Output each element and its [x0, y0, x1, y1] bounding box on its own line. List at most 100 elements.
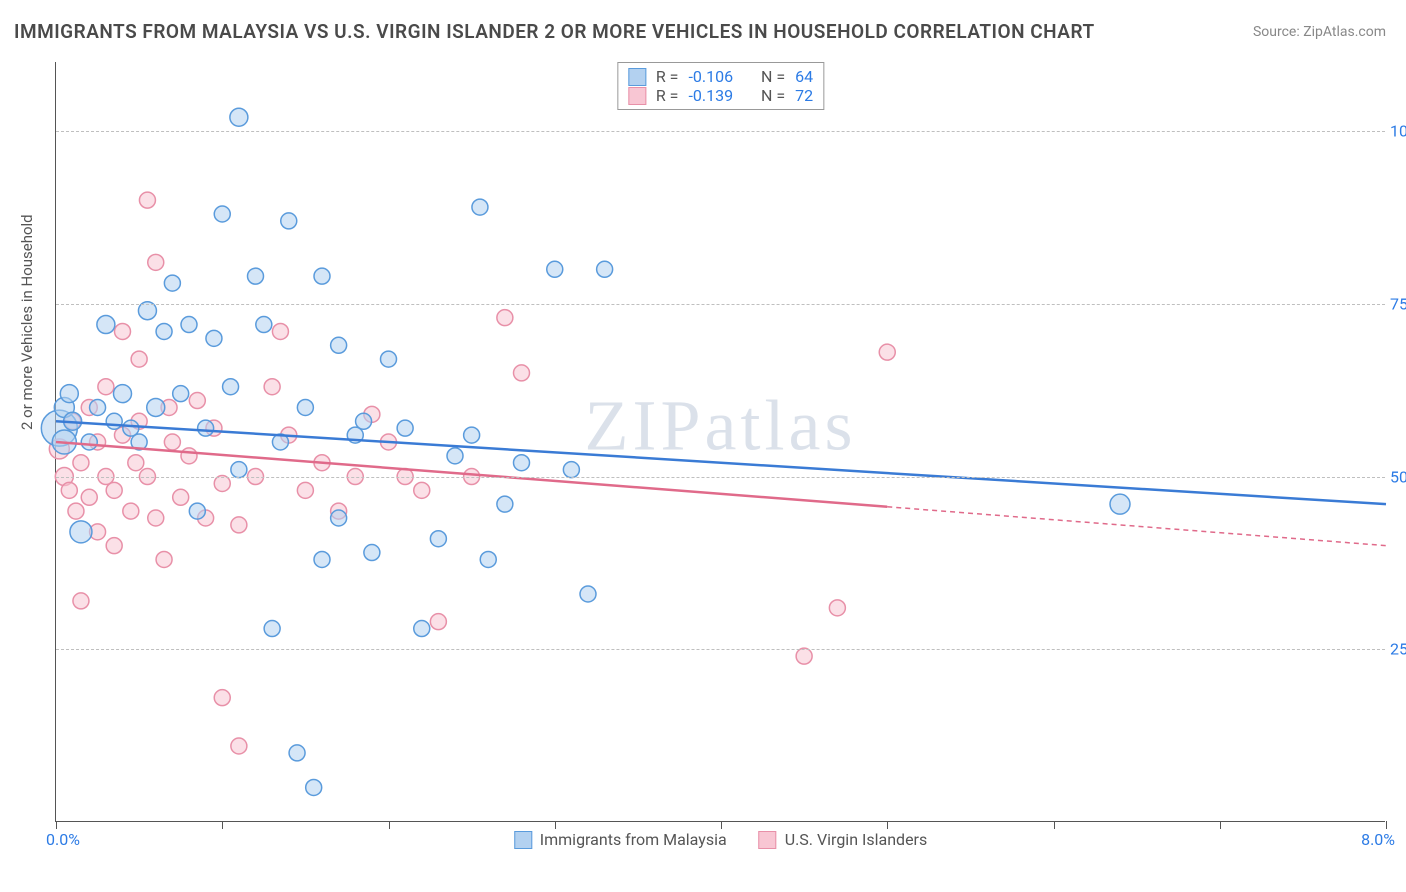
- data-point: [306, 779, 322, 795]
- data-point: [81, 489, 97, 505]
- trend-line-extrapolated: [887, 507, 1386, 546]
- data-point: [464, 427, 480, 443]
- legend-label: U.S. Virgin Islanders: [785, 830, 928, 849]
- data-point: [115, 323, 131, 339]
- data-point: [297, 482, 313, 498]
- data-point: [497, 496, 513, 512]
- data-point: [829, 600, 845, 616]
- data-point: [796, 648, 812, 664]
- data-point: [356, 413, 372, 429]
- scatter-svg: [56, 62, 1385, 821]
- chart-title: IMMIGRANTS FROM MALAYSIA VS U.S. VIRGIN …: [14, 20, 1095, 43]
- legend-label: Immigrants from Malaysia: [540, 830, 727, 849]
- data-point: [148, 510, 164, 526]
- data-point: [81, 434, 97, 450]
- data-point: [879, 344, 895, 360]
- legend-item: Immigrants from Malaysia: [514, 830, 727, 849]
- data-point: [430, 531, 446, 547]
- data-point: [214, 475, 230, 491]
- data-point: [314, 551, 330, 567]
- data-point: [156, 551, 172, 567]
- data-point: [364, 545, 380, 561]
- legend-swatch: [628, 87, 646, 105]
- legend-row: R = -0.106 N = 64: [628, 67, 813, 86]
- r-value: -0.139: [688, 86, 733, 105]
- data-point: [256, 317, 272, 333]
- data-point: [214, 690, 230, 706]
- data-point: [60, 385, 78, 403]
- data-point: [97, 316, 115, 334]
- data-point: [156, 323, 172, 339]
- n-label: N =: [761, 67, 785, 86]
- data-point: [414, 482, 430, 498]
- data-point: [189, 503, 205, 519]
- data-point: [139, 192, 155, 208]
- data-point: [131, 351, 147, 367]
- legend-row: R =-0.139 N =72: [628, 86, 813, 105]
- data-point: [230, 108, 248, 126]
- legend-swatch: [514, 831, 532, 849]
- data-point: [563, 462, 579, 478]
- data-point: [68, 503, 84, 519]
- data-point: [297, 399, 313, 415]
- data-point: [580, 586, 596, 602]
- data-point: [223, 379, 239, 395]
- chart-container: IMMIGRANTS FROM MALAYSIA VS U.S. VIRGIN …: [0, 0, 1406, 892]
- x-axis-max-label: 8.0%: [1361, 830, 1395, 849]
- data-point: [73, 455, 89, 471]
- data-point: [430, 614, 446, 630]
- data-point: [73, 593, 89, 609]
- data-point: [189, 393, 205, 409]
- data-point: [173, 489, 189, 505]
- data-point: [289, 745, 305, 761]
- n-label: N =: [761, 86, 785, 105]
- correlation-legend: R =-0.106 N =64R =-0.139 N =72: [617, 62, 824, 110]
- data-point: [472, 199, 488, 215]
- y-tick-label: 25.0%: [1390, 640, 1406, 659]
- data-point: [480, 551, 496, 567]
- n-value: 64: [795, 67, 813, 86]
- data-point: [447, 448, 463, 464]
- y-tick-label: 50.0%: [1390, 467, 1406, 486]
- data-point: [206, 330, 222, 346]
- legend-item: U.S. Virgin Islanders: [759, 830, 928, 849]
- y-tick-label: 75.0%: [1390, 294, 1406, 313]
- data-point: [114, 385, 132, 403]
- data-point: [331, 337, 347, 353]
- data-point: [198, 420, 214, 436]
- data-point: [397, 420, 413, 436]
- data-point: [231, 517, 247, 533]
- r-value: -0.106: [688, 67, 733, 86]
- data-point: [281, 213, 297, 229]
- data-point: [414, 621, 430, 637]
- data-point: [164, 434, 180, 450]
- data-point: [248, 268, 264, 284]
- data-point: [264, 621, 280, 637]
- data-point: [106, 482, 122, 498]
- data-point: [214, 206, 230, 222]
- data-point: [272, 323, 288, 339]
- data-point: [514, 365, 530, 381]
- data-point: [497, 310, 513, 326]
- series-legend: Immigrants from Malaysia U.S. Virgin Isla…: [514, 830, 927, 849]
- r-label: R =: [656, 86, 679, 105]
- data-point: [331, 510, 347, 526]
- data-point: [128, 455, 144, 471]
- data-point: [164, 275, 180, 291]
- data-point: [381, 351, 397, 367]
- data-point: [181, 317, 197, 333]
- y-axis-title: 2 or more Vehicles in Household: [18, 214, 36, 430]
- legend-swatch: [759, 831, 777, 849]
- data-point: [514, 455, 530, 471]
- r-label: R =: [656, 67, 679, 86]
- legend-swatch: [628, 68, 646, 86]
- data-point: [123, 503, 139, 519]
- source-attribution: Source: ZipAtlas.com: [1253, 24, 1386, 40]
- data-point: [181, 448, 197, 464]
- data-point: [231, 738, 247, 754]
- plot-area: ZIPatlas R =-0.106 N =64R =-0.139 N =72 …: [55, 62, 1385, 822]
- trend-line: [56, 421, 1386, 504]
- data-point: [148, 254, 164, 270]
- data-point: [231, 462, 247, 478]
- data-point: [70, 521, 92, 543]
